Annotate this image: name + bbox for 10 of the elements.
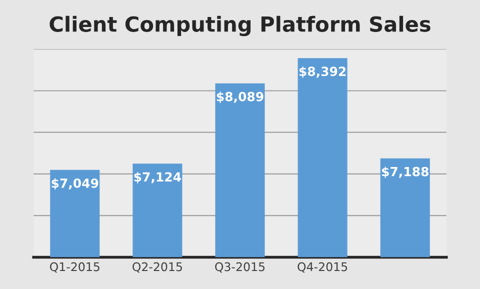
x-tick-label: Q2-2015 [132,262,182,273]
data-label: $7,188 [382,166,428,178]
x-tick-label: Q4-2015 [298,262,348,273]
data-label: $7,124 [134,172,181,184]
x-tick-label: Q1-2015 [50,262,100,273]
x-tick-label: Q3-2015 [215,262,265,273]
data-label: $8,392 [299,66,346,78]
chart-title: Client Computing Platform Sales [50,16,430,36]
data-label: $7,049 [52,178,98,190]
data-label: $8,089 [216,92,264,103]
